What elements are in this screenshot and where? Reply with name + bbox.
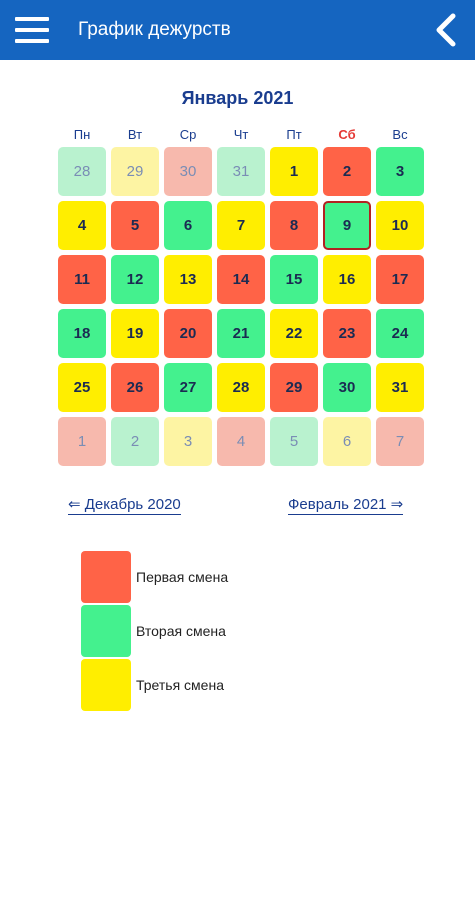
weekday-label: Сб — [338, 127, 356, 142]
day-cell[interactable]: 30 — [323, 363, 371, 412]
day-cell[interactable]: 7 — [217, 201, 265, 250]
day-cell[interactable]: 21 — [217, 309, 265, 358]
day-cell[interactable]: 31 — [217, 147, 265, 196]
day-cell[interactable]: 3 — [376, 147, 424, 196]
day-cell[interactable]: 31 — [376, 363, 424, 412]
day-cell[interactable]: 29 — [270, 363, 318, 412]
weekday-header: Пн Вт Ср Чт Пт Сб Вс — [58, 127, 429, 142]
day-cell[interactable]: 6 — [323, 417, 371, 466]
back-arrow-icon[interactable] — [431, 12, 461, 48]
day-cell[interactable]: 5 — [270, 417, 318, 466]
legend-label: Третья смена — [136, 677, 224, 693]
legend-swatch — [81, 551, 131, 603]
day-cell[interactable]: 20 — [164, 309, 212, 358]
day-cell[interactable]: 6 — [164, 201, 212, 250]
day-cell[interactable]: 13 — [164, 255, 212, 304]
day-cell[interactable]: 1 — [270, 147, 318, 196]
legend-item: Вторая смена — [81, 605, 226, 657]
day-cell[interactable]: 16 — [323, 255, 371, 304]
day-cell[interactable]: 14 — [217, 255, 265, 304]
day-cell[interactable]: 1 — [58, 417, 106, 466]
day-cell[interactable]: 2 — [111, 417, 159, 466]
app-title: График дежурств — [78, 19, 231, 40]
day-cell[interactable]: 19 — [111, 309, 159, 358]
calendar-grid: 28 29 30 31 1 2 3 4 5 6 7 8 9 10 11 12 13 14 15 16 17 18 19 20 2… — [58, 147, 424, 466]
legend-label: Первая смена — [136, 569, 229, 585]
day-cell[interactable]: 8 — [270, 201, 318, 250]
weekday-label: Вт — [127, 127, 143, 142]
day-cell[interactable]: 4 — [58, 201, 106, 250]
day-cell[interactable]: 15 — [270, 255, 318, 304]
day-cell[interactable]: 27 — [164, 363, 212, 412]
day-cell[interactable]: 17 — [376, 255, 424, 304]
day-cell[interactable]: 30 — [164, 147, 212, 196]
day-cell[interactable]: 24 — [376, 309, 424, 358]
day-cell[interactable]: 5 — [111, 201, 159, 250]
day-cell[interactable]: 23 — [323, 309, 371, 358]
day-cell[interactable]: 3 — [164, 417, 212, 466]
day-cell[interactable]: 4 — [217, 417, 265, 466]
month-title: Январь 2021 — [181, 88, 294, 108]
legend-item: Третья смена — [81, 659, 224, 711]
day-cell[interactable]: 28 — [217, 363, 265, 412]
next-month-link[interactable]: Февраль 2021 ⇒ — [288, 496, 404, 515]
day-cell[interactable]: 11 — [58, 255, 106, 304]
legend-swatch — [81, 605, 131, 657]
day-cell[interactable]: 10 — [376, 201, 424, 250]
weekday-label: Пн — [73, 127, 91, 142]
weekday-label: Чт — [233, 127, 249, 142]
weekday-label: Ср — [179, 127, 197, 142]
day-cell[interactable]: 26 — [111, 363, 159, 412]
day-cell[interactable]: 2 — [323, 147, 371, 196]
legend-label: Вторая смена — [136, 623, 226, 639]
weekday-label: Пт — [286, 127, 302, 142]
day-cell[interactable]: 7 — [376, 417, 424, 466]
legend-swatch — [81, 659, 131, 711]
prev-month-link[interactable]: ⇐ Декабрь 2020 — [68, 496, 181, 515]
day-cell[interactable]: 12 — [111, 255, 159, 304]
legend-item: Первая смена — [81, 551, 228, 603]
day-cell[interactable]: 29 — [111, 147, 159, 196]
app-bar: График дежурств — [0, 0, 475, 60]
day-cell-selected[interactable]: 9 — [323, 201, 371, 250]
day-cell[interactable]: 18 — [58, 309, 106, 358]
menu-icon[interactable] — [15, 17, 49, 43]
day-cell[interactable]: 25 — [58, 363, 106, 412]
weekday-label: Вс — [392, 127, 408, 142]
day-cell[interactable]: 22 — [270, 309, 318, 358]
day-cell[interactable]: 28 — [58, 147, 106, 196]
